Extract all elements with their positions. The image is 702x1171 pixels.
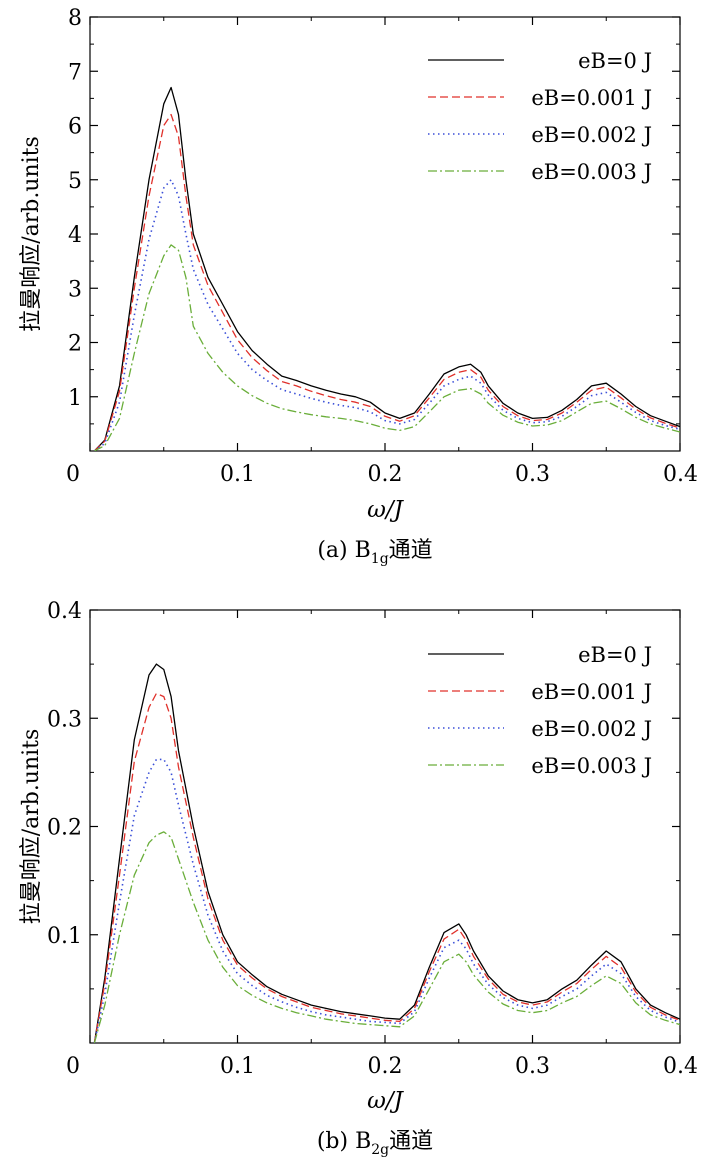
x-tick-label: 0.1 [220,462,255,487]
legend-label: eB=0.001 J [531,86,652,110]
legend-label: eB=0 J [578,49,652,73]
y-tick-label: 0.3 [47,707,82,732]
legend-label: eB=0.003 J [531,160,652,184]
series-line-0 [93,663,680,1043]
y-tick-label: 7 [68,60,82,85]
series-line-1 [93,692,680,1043]
legend: eB=0 J eB=0.001 J eB=0.002 J eB=0.003 J [428,643,652,778]
series-line-1 [93,113,680,451]
y-tick-label: 3 [68,277,82,302]
x-tick-label: 0.2 [368,1054,403,1079]
y-tick-label: 0.1 [47,924,82,949]
y-tick-label: 1 [68,386,82,411]
x-tick-label: 0.1 [220,1054,255,1079]
legend-label: eB=0 J [578,643,652,667]
x-tick-label: 0 [66,462,80,487]
y-axis-label: 拉曼响应/arb.units [19,729,44,925]
series-line-2 [93,179,680,451]
series-line-3 [93,831,680,1043]
panel-caption: (b) B2g通道 [317,1129,433,1158]
x-tick-label: 0.4 [663,462,698,487]
panel-caption: (a) B1g通道 [317,538,432,567]
legend-label: eB=0.003 J [531,754,652,778]
legend-label: eB=0.002 J [531,717,652,741]
plot-frame [89,609,681,1044]
chart-panel-b: 0 0.1 0.2 0.3 0.4 0.1 0.2 0.3 0.4 eB=0 J eB=0.001 … [19,599,698,1158]
y-tick-label: 5 [68,169,82,194]
y-tick-label: 6 [68,115,82,140]
x-axis-label: ω/J [367,497,405,523]
y-tick-label: 2 [68,332,82,357]
legend-label: eB=0.002 J [531,123,652,147]
series-line-3 [94,244,680,451]
y-tick-label: 0.4 [47,599,82,624]
x-tick-label: 0.3 [515,462,550,487]
x-tick-label: 0.4 [663,1054,698,1079]
y-axis-label: 拉曼响应/arb.units [19,136,44,332]
x-tick-label: 0.3 [515,1054,550,1079]
x-axis-label: ω/J [367,1088,405,1114]
y-tick-label: 8 [68,6,82,31]
x-tick-label: 0.2 [368,462,403,487]
legend-label: eB=0.001 J [531,680,652,704]
y-tick-label: 4 [68,223,82,248]
y-tick-label: 0.2 [47,816,82,841]
series-line-0 [93,86,680,451]
series-line-2 [93,758,680,1043]
x-tick-label: 0 [66,1054,80,1079]
legend: eB=0 J eB=0.001 J eB=0.002 J eB=0.003 J [428,49,652,184]
